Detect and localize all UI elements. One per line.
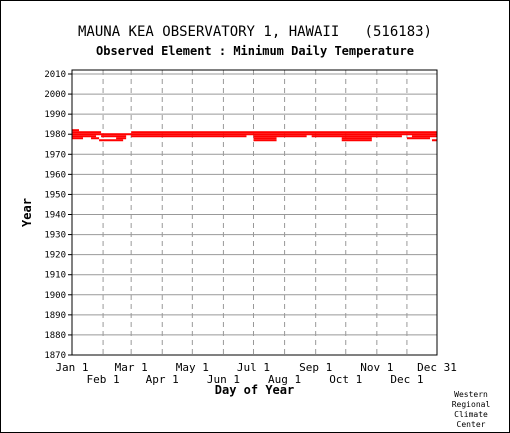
credit-line: Regional (451, 400, 491, 409)
plot-border (71, 69, 438, 356)
x-tick-label: Dec 31 (417, 361, 457, 374)
data-segment (341, 139, 372, 142)
data-segment (406, 137, 430, 140)
data-segment (253, 135, 307, 138)
y-tick-label: 1970 (44, 150, 66, 160)
data-segment (72, 133, 437, 136)
x-tick-label: Nov 1 (360, 361, 393, 374)
credit-block: Western Regional Climate Center (440, 390, 502, 430)
credit-line: Climate (454, 410, 488, 419)
data-segment (116, 137, 127, 140)
data-segment (431, 139, 437, 142)
y-axis-label: Year (20, 198, 34, 227)
x-tick-label: May 1 (176, 361, 209, 374)
y-tick-label: 1940 (44, 211, 66, 221)
data-segment (72, 131, 102, 134)
data-segment (131, 131, 437, 134)
data-segment (341, 137, 372, 140)
y-tick-label: 1910 (44, 271, 66, 281)
y-tick-label: 1990 (44, 110, 66, 120)
x-tick-label: Aug 1 (268, 373, 301, 386)
y-tick-label: 1960 (44, 170, 66, 180)
y-tick-label: 1950 (44, 190, 66, 200)
x-tick-label: Mar 1 (115, 361, 148, 374)
data-segment (131, 135, 247, 138)
y-tick-label: 2000 (44, 90, 66, 100)
data-segment (91, 137, 100, 140)
x-tick-label: Feb 1 (87, 373, 120, 386)
data-segment (411, 135, 437, 138)
x-axis-label: Day of Year (215, 383, 294, 397)
y-tick-label: 1980 (44, 130, 66, 140)
x-tick-label: Jul 1 (237, 361, 270, 374)
data-segment (72, 137, 84, 140)
data-segment (253, 137, 277, 140)
data-segment (99, 139, 124, 142)
grid-lines (72, 70, 437, 356)
data-segment (253, 139, 277, 142)
x-tick-label: Jan 1 (55, 361, 88, 374)
y-tick-label: 1900 (44, 291, 66, 301)
tick-labels: 2010 2000 1990 1980 1970 1960 1950 1940 1930 1920… (44, 70, 457, 386)
y-tick-label: 1930 (44, 231, 66, 241)
data-segment (72, 135, 97, 138)
x-tick-label: Dec 1 (390, 373, 423, 386)
credit-line: Center (456, 420, 486, 429)
chart-subtitle: Observed Element : Minimum Daily Tempera… (96, 44, 414, 58)
y-tick-label: 2010 (44, 70, 66, 80)
x-tick-label: Jun 1 (207, 373, 240, 386)
x-tick-label: Apr 1 (146, 373, 179, 386)
y-tick-label: 1890 (44, 311, 66, 321)
chart-title: MAUNA KEA OBSERVATORY 1, HAWAII (516183) (77, 24, 432, 40)
y-tick-label: 1880 (44, 331, 66, 341)
y-tick-label: 1920 (44, 251, 66, 261)
credit-line: Western (454, 390, 488, 399)
x-tick-label: Sep 1 (299, 361, 332, 374)
data-segment (311, 135, 402, 138)
data-marks (72, 129, 437, 142)
data-segment (101, 135, 127, 138)
x-tick-label: Oct 1 (329, 373, 362, 386)
y-tick-label: 1870 (44, 351, 66, 361)
data-segment (72, 129, 80, 132)
